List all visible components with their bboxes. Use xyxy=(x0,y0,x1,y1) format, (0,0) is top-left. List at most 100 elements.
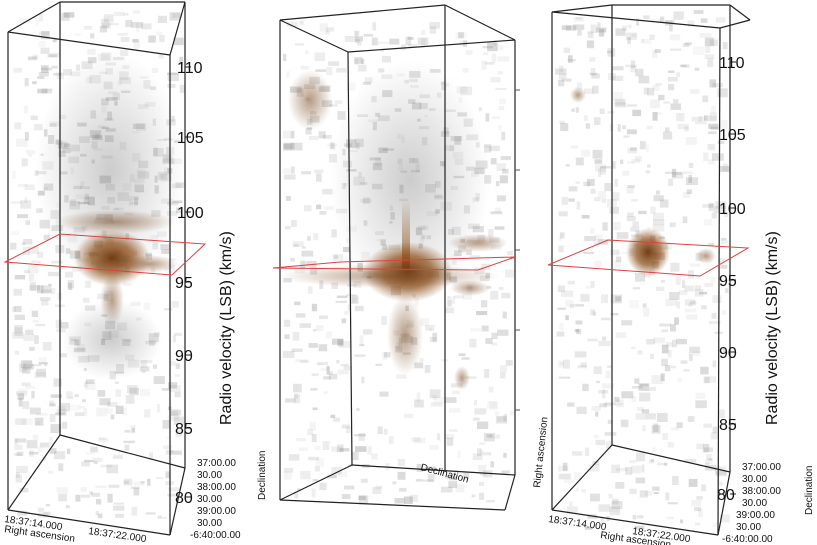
noise-speck xyxy=(670,365,676,369)
noise-speck xyxy=(627,212,634,217)
noise-speck xyxy=(587,338,598,342)
noise-speck xyxy=(681,64,690,68)
noise-speck xyxy=(471,494,476,498)
noise-speck xyxy=(292,241,304,247)
noise-speck xyxy=(39,297,51,301)
noise-speck xyxy=(637,515,644,519)
noise-speck xyxy=(336,295,348,298)
noise-speck xyxy=(670,103,682,110)
noise-speck xyxy=(717,88,728,98)
noise-speck xyxy=(28,246,40,255)
noise-speck xyxy=(629,300,640,309)
noise-speck xyxy=(427,474,435,482)
noise-speck xyxy=(49,403,56,407)
noise-speck xyxy=(668,70,675,73)
noise-speck xyxy=(491,53,497,63)
noise-speck xyxy=(117,32,128,36)
noise-speck xyxy=(575,181,580,184)
noise-speck xyxy=(334,100,343,105)
noise-speck xyxy=(284,471,292,480)
noise-speck xyxy=(609,206,619,214)
noise-speck xyxy=(346,82,356,91)
noise-speck xyxy=(650,206,656,214)
noise-speck xyxy=(318,131,326,139)
noise-speck xyxy=(308,456,319,461)
noise-speck xyxy=(616,251,628,254)
noise-speck xyxy=(642,303,647,308)
noise-speck xyxy=(23,364,34,370)
noise-speck xyxy=(484,145,490,148)
noise-speck xyxy=(676,301,680,309)
noise-speck xyxy=(706,115,717,122)
noise-speck xyxy=(130,301,141,307)
noise-speck xyxy=(90,446,98,453)
noise-speck xyxy=(469,255,481,258)
noise-speck xyxy=(27,56,37,61)
noise-speck xyxy=(607,365,612,368)
noise-speck xyxy=(567,59,576,62)
noise-speck xyxy=(621,320,633,326)
noise-speck xyxy=(323,376,331,380)
velocity-tick: 105 xyxy=(719,127,746,144)
panel-left: 110 105 100 95 90 85 80 Radio velocity (… xyxy=(3,1,268,545)
noise-speck xyxy=(580,149,591,157)
noise-speck xyxy=(595,439,606,446)
noise-speck xyxy=(375,485,383,490)
noise-speck xyxy=(106,464,119,474)
noise-speck xyxy=(377,426,383,434)
noise-speck xyxy=(115,405,124,414)
noise-speck xyxy=(166,436,171,439)
noise-speck xyxy=(656,190,660,195)
noise-speck xyxy=(68,282,73,290)
noise-speck xyxy=(100,464,113,468)
noise-speck xyxy=(23,239,33,245)
noise-speck xyxy=(601,294,609,304)
noise-speck xyxy=(322,189,333,195)
noise-speck xyxy=(97,514,103,519)
velocity-slice-plane xyxy=(547,239,750,277)
noise-speck xyxy=(320,367,331,372)
noise-speck xyxy=(437,433,441,441)
volume-frame xyxy=(7,1,186,536)
noise-speck xyxy=(503,452,507,458)
noise-speck xyxy=(665,492,670,501)
noise-speck xyxy=(675,276,681,286)
noise-speck xyxy=(309,421,316,431)
noise-speck xyxy=(354,30,359,39)
noise-speck xyxy=(351,295,358,304)
noise-speck xyxy=(652,224,665,232)
noise-speck xyxy=(42,456,47,461)
noise-speck xyxy=(656,462,667,466)
noise-speck xyxy=(140,23,152,30)
noise-speck xyxy=(686,314,698,320)
noise-speck xyxy=(429,389,441,398)
noise-speck xyxy=(705,46,711,54)
noise-speck xyxy=(371,37,378,46)
noise-speck xyxy=(295,359,300,363)
noise-speck xyxy=(594,117,601,125)
noise-speck xyxy=(18,398,23,407)
noise-speck xyxy=(329,104,338,107)
noise-speck xyxy=(631,159,640,164)
noise-speck xyxy=(305,127,312,135)
noise-speck xyxy=(484,144,492,153)
noise-speck xyxy=(445,475,455,480)
noise-speck xyxy=(327,474,337,479)
noise-speck xyxy=(330,142,335,149)
noise-speck xyxy=(642,425,646,432)
noise-speck xyxy=(74,33,81,36)
noise-speck xyxy=(169,12,181,21)
noise-speck xyxy=(394,498,405,504)
dec-tick: 39:00.00 xyxy=(736,510,775,521)
velocity-tick-marks xyxy=(730,61,736,495)
noise-speck xyxy=(144,409,151,418)
noise-speck xyxy=(354,57,363,64)
noise-speck xyxy=(79,406,86,409)
noise-speck xyxy=(350,296,360,305)
noise-speck xyxy=(632,109,642,117)
noise-speck xyxy=(650,353,654,359)
noise-speck xyxy=(447,299,452,307)
noise-speck xyxy=(698,291,708,295)
noise-speck xyxy=(381,55,391,63)
noise-speck xyxy=(635,155,643,162)
